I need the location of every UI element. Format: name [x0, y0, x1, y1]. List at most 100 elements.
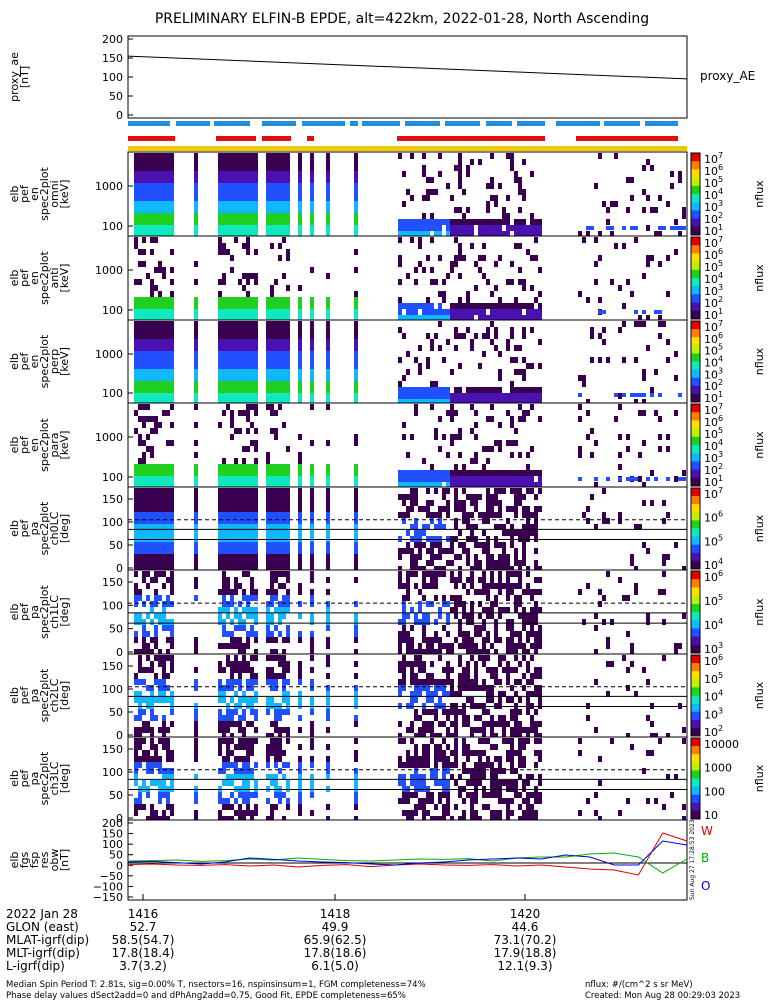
spectrogram-pixel	[406, 649, 410, 655]
spectrogram-pixel	[430, 548, 434, 554]
legend-O: O	[701, 879, 710, 893]
spectrogram-pixel	[594, 477, 598, 481]
colorbar-segment	[691, 385, 700, 395]
spectrogram-pixel	[250, 333, 254, 339]
spectrogram-pixel	[218, 422, 222, 428]
spectrogram-pixel	[486, 548, 490, 554]
spectrogram-pixel	[274, 363, 278, 369]
spectrogram-pixel	[518, 697, 522, 703]
spectrogram-pixel	[226, 177, 230, 183]
spectrogram-pixel	[162, 303, 166, 309]
spectrogram-pixel	[498, 387, 502, 393]
spectrogram-pixel	[434, 733, 438, 739]
spectrogram-pixel	[298, 315, 302, 321]
spectrogram-pixel	[270, 655, 274, 661]
spectrogram-pixel	[510, 685, 514, 691]
spectrogram-pixel	[626, 631, 630, 637]
spectrogram-pixel	[142, 357, 146, 363]
spectrogram-pixel	[162, 381, 166, 387]
spectrogram-pixel	[194, 649, 198, 655]
spectrogram-pixel	[466, 649, 470, 655]
spectrogram-pixel	[406, 494, 410, 500]
spectrogram-pixel	[278, 255, 282, 261]
spectrogram-pixel	[170, 165, 174, 171]
spectrogram-pixel	[146, 727, 150, 733]
spectrogram-pixel	[238, 721, 242, 727]
spectrogram-pixel	[234, 530, 238, 536]
spectrogram-pixel	[466, 756, 470, 762]
spectrogram-pixel	[266, 219, 270, 225]
spectrogram-pixel	[166, 744, 170, 750]
science-bar-segment	[362, 121, 400, 126]
spectrogram-pixel	[242, 231, 246, 237]
spectrogram-pixel	[158, 768, 162, 774]
spectrogram-pixel	[326, 464, 330, 470]
spectrogram-pixel	[438, 518, 442, 524]
spectrogram-pixel	[230, 416, 234, 422]
spectrogram-pixel	[298, 351, 302, 357]
spectrogram-pixel	[630, 393, 634, 397]
spectrogram-pixel	[602, 310, 606, 314]
spectrogram-pixel	[466, 554, 470, 560]
spectrogram-pixel	[442, 709, 446, 715]
spectrogram-pixel	[246, 399, 250, 405]
spectrogram-pixel	[230, 422, 234, 428]
spectrogram-pixel	[494, 399, 498, 405]
spectrogram-pixel	[170, 697, 174, 703]
footer-line-2: Phase delay values dSect2add=0 and dPhAn…	[6, 991, 406, 1000]
spectrogram-pixel	[414, 303, 418, 309]
spectrogram-pixel	[154, 225, 158, 231]
spectrogram-pixel	[494, 261, 498, 267]
spectrogram-pixel	[454, 637, 458, 643]
spectrogram-pixel	[166, 476, 170, 482]
spectrogram-pixel	[250, 393, 254, 399]
spectrogram-pixel	[134, 189, 138, 195]
spectrogram-pixel	[162, 213, 166, 219]
spectrogram-pixel	[166, 756, 170, 762]
spectrogram-pixel	[578, 416, 582, 422]
spectrogram-pixel	[246, 213, 250, 219]
spectrogram-pixel	[242, 774, 246, 780]
colorbar-tick-label: 101	[704, 223, 723, 238]
spectrogram-pixel	[534, 548, 538, 554]
spectrogram-pixel	[162, 733, 166, 739]
spectrogram-pixel	[486, 500, 490, 506]
spectrogram-pixel	[218, 363, 222, 369]
spectrogram-pixel	[270, 583, 274, 589]
spectrogram-pixel	[266, 798, 270, 804]
spectrogram-pixel	[534, 631, 538, 637]
spectrogram-pixel	[422, 619, 426, 625]
spectrogram-pixel	[158, 697, 162, 703]
spectrogram-pixel	[138, 512, 142, 518]
spectrogram-pixel	[422, 506, 426, 512]
spectrogram-pixel	[150, 476, 154, 482]
spectrogram-pixel	[538, 756, 542, 762]
spectrogram-pixel	[470, 482, 474, 488]
spectrogram-pixel	[470, 500, 474, 506]
spectrogram-pixel	[430, 339, 434, 345]
spectrogram-pixel	[326, 566, 330, 572]
attitude-bar-segment	[216, 136, 256, 141]
spectrogram-pixel	[402, 434, 406, 440]
spectrogram-pixel	[418, 548, 422, 554]
spectrogram-pixel	[510, 279, 514, 285]
spectrogram-pixel	[134, 780, 138, 786]
spectrogram-pixel	[218, 303, 222, 309]
spectrogram-pixel	[426, 357, 430, 363]
colorbar-tick-label: 10000	[704, 738, 739, 751]
spectrogram-pixel	[498, 225, 502, 231]
spectrogram-pixel	[426, 637, 430, 643]
spectrogram-pixel	[146, 159, 150, 165]
spectrogram-pixel	[286, 470, 290, 476]
spectrogram-pixel	[466, 482, 470, 488]
spectrogram-pixel	[254, 679, 258, 685]
spectrogram-pixel	[422, 727, 426, 733]
spectrogram-pixel	[398, 619, 402, 625]
spectrogram-pixel	[254, 691, 258, 697]
spectrogram-pixel	[354, 171, 358, 177]
spectrogram-pixel	[486, 333, 490, 339]
spectrogram-pixel	[666, 774, 670, 780]
spectrogram-pixel	[402, 399, 406, 405]
ytick-label: 100	[102, 471, 123, 484]
